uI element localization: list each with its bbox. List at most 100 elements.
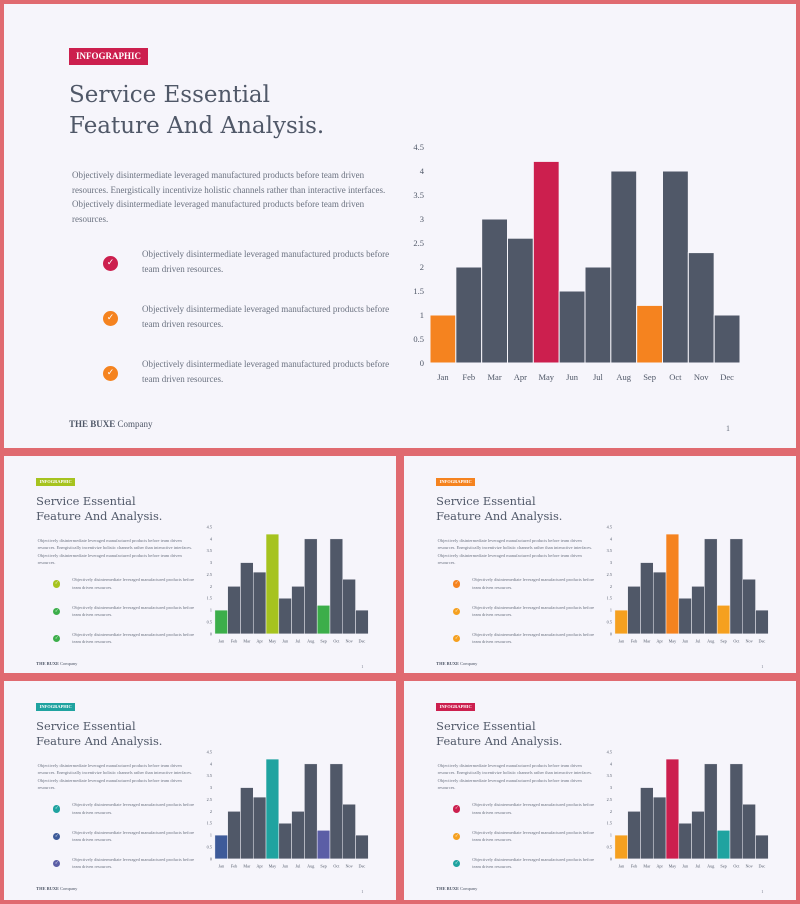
checklist-item-line: Objectively disintermediate leveraged ma… [472,856,595,862]
description-line: resources. [437,559,456,565]
page-number: 1 [361,663,364,669]
brand-suffix: Company [458,886,478,892]
x-tick-label: Feb [462,372,475,382]
infographic-badge: INFOGRAPHIC [436,702,476,712]
checklist-item-line: team driven resources. [472,584,513,590]
y-tick-label: 2.5 [413,238,424,248]
page-number: 1 [361,888,364,894]
x-tick-label: Mar [243,638,251,643]
checklist-item-line: Objectively disintermediate leveraged ma… [72,604,195,610]
x-tick-label: May [269,863,278,868]
company-brand: THE BUXE Company [436,661,477,666]
check-icon: ✓ [453,832,461,841]
x-tick-label: Sep [320,638,326,643]
description-paragraph: Objectively disintermediate leveraged ma… [438,762,592,791]
bar-dec [355,609,369,634]
y-tick-label: 3 [210,560,212,565]
x-tick-label: Apr [514,372,527,382]
x-tick-label: Oct [669,372,682,382]
x-tick-label: Oct [733,638,740,643]
description-line: Objectively disintermediate leveraged ma… [437,777,582,783]
x-tick-label: Jun [282,863,289,868]
checklist-item-line: Objectively disintermediate leveraged ma… [472,802,595,808]
brand-suffix: Company [58,661,78,667]
description-line: resources. [37,784,56,790]
slide-thumbnail-green[interactable]: INFOGRAPHIC Service Essential Feature And … [4,456,396,673]
y-tick-label: 2.5 [207,572,212,577]
slide-thumbnail-orange[interactable]: INFOGRAPHIC Service Essential Feature And … [404,456,796,673]
checklist-item-line: Objectively disintermediate leveraged ma… [472,631,595,637]
bar-nov [342,578,356,634]
y-tick-label: 0 [210,856,212,861]
bar-jan [614,834,628,859]
slide-title: Service Essential Feature And Analysis. [69,80,324,142]
checklist-item-line: team driven resources. [472,864,513,870]
y-tick-label: 2.5 [607,572,612,577]
y-tick-label: 3 [210,785,212,790]
x-tick-label: Jan [437,372,449,382]
checklist-item-text: Objectively disintermediate leveraged ma… [72,631,194,646]
x-tick-label: Sep [643,372,656,382]
title-line-1: Service Essential [36,493,136,508]
infographic-badge: INFOGRAPHIC [36,702,76,712]
description-paragraph: Objectively disintermediate leveraged ma… [72,168,385,226]
bar-oct [729,538,743,634]
y-tick-label: 1.5 [207,596,212,601]
x-tick-label: Apr [656,863,663,868]
checklist-item-line: Objectively disintermediate leveraged ma… [72,631,195,637]
check-icon: ✓ [103,255,118,271]
y-tick-label: 1 [420,310,424,320]
y-tick-label: 1 [210,832,212,837]
y-tick-label: 4 [610,536,613,541]
y-tick-label: 2 [420,262,424,272]
y-tick-label: 3 [610,785,612,790]
bar-may [665,758,680,859]
bar-nov [742,578,756,634]
bar-apr [507,237,534,364]
title-line-2: Feature And Analysis. [436,733,563,748]
check-icon: ✓ [453,805,461,813]
bar-oct [329,538,343,634]
description-line: resources. [437,784,456,790]
check-icon: ✓ [453,859,461,868]
title-line-1: Service Essential [436,493,536,508]
checklist-item-text: Objectively disintermediate leveraged ma… [72,856,194,871]
bar-apr [652,796,667,859]
y-tick-label: 4 [210,761,213,766]
slide-main[interactable]: INFOGRAPHIC Service Essential Feature And … [4,4,796,448]
bar-chart: 0 0.5 1 1.5 2 2.5 3 3.5 4 4.5 Jan Feb Mar Apr May Jun Ju… [607,749,769,868]
bar-dec [713,314,741,364]
brand-name: THE BUXE [36,886,59,892]
infographic-badge: INFOGRAPHIC [436,477,476,487]
title-line-1: Service Essential [69,82,271,108]
checklist-item-text: Objectively disintermediate leveraged ma… [142,247,389,277]
checklist-item-text: Objectively disintermediate leveraged ma… [472,801,594,816]
brand-suffix: Company [115,419,153,429]
x-tick-label: Jan [618,863,624,868]
x-tick-label: Nov [346,863,354,868]
bar-chart: 0 0.5 1 1.5 2 2.5 3 3.5 4 4.5 Jan Feb Mar Apr May Jun Ju… [207,749,369,868]
x-tick-label: Jul [296,863,302,868]
brand-name: THE BUXE [436,661,459,667]
bar-sep [316,604,331,634]
bar-jan [214,834,228,859]
x-tick-label: Sep [720,638,726,643]
x-tick-label: Apr [256,863,263,868]
x-tick-label: Aug [616,372,631,382]
y-tick-label: 0.5 [607,619,612,624]
slide-thumbnail-teal[interactable]: INFOGRAPHIC Service Essential Feature And … [4,681,396,900]
description-line: resources. Energistically incentivize ho… [72,184,386,195]
y-tick-label: 1.5 [607,596,612,601]
checklist-item-line: team driven resources. [72,611,113,617]
check-icon: ✓ [453,607,461,616]
title-line-2: Feature And Analysis. [36,733,163,748]
y-tick-label: 0 [610,631,612,636]
bar-jul [291,585,305,634]
x-tick-label: Aug [707,638,715,643]
check-icon: ✓ [53,805,61,813]
x-tick-label: Jun [282,638,289,643]
bar-may [265,533,280,634]
slide-thumbnail-red[interactable]: INFOGRAPHIC Service Essential Feature And … [404,681,796,900]
description-line: Objectively disintermediate leveraged ma… [72,199,365,209]
checklist-item-line: team driven resources. [472,639,513,645]
